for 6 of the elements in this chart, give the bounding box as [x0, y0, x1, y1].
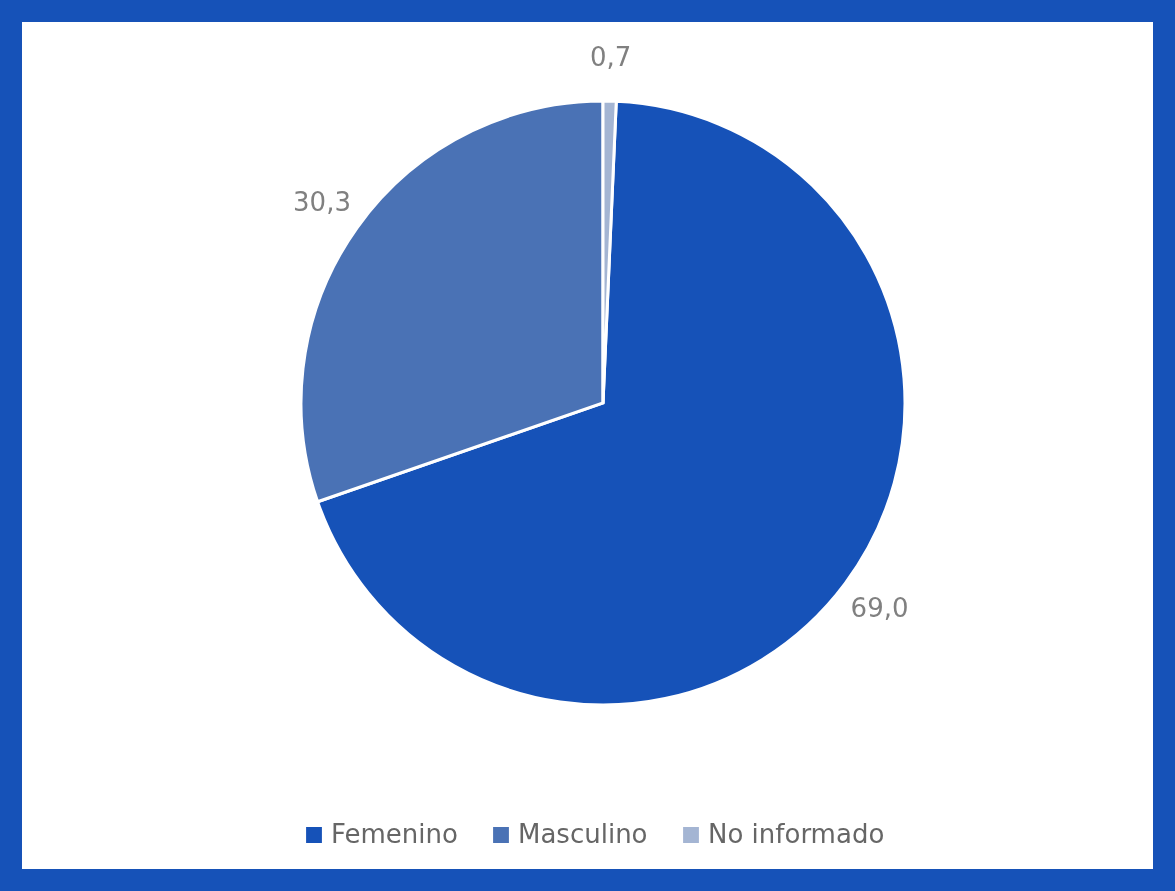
legend-label: Femenino [331, 819, 458, 849]
data-label: 0,7 [589, 42, 632, 73]
data-label: 30,3 [293, 186, 351, 217]
legend-label: No informado [708, 819, 885, 849]
legend-label: Masculino [518, 819, 648, 849]
data-label: 69,0 [850, 593, 909, 624]
